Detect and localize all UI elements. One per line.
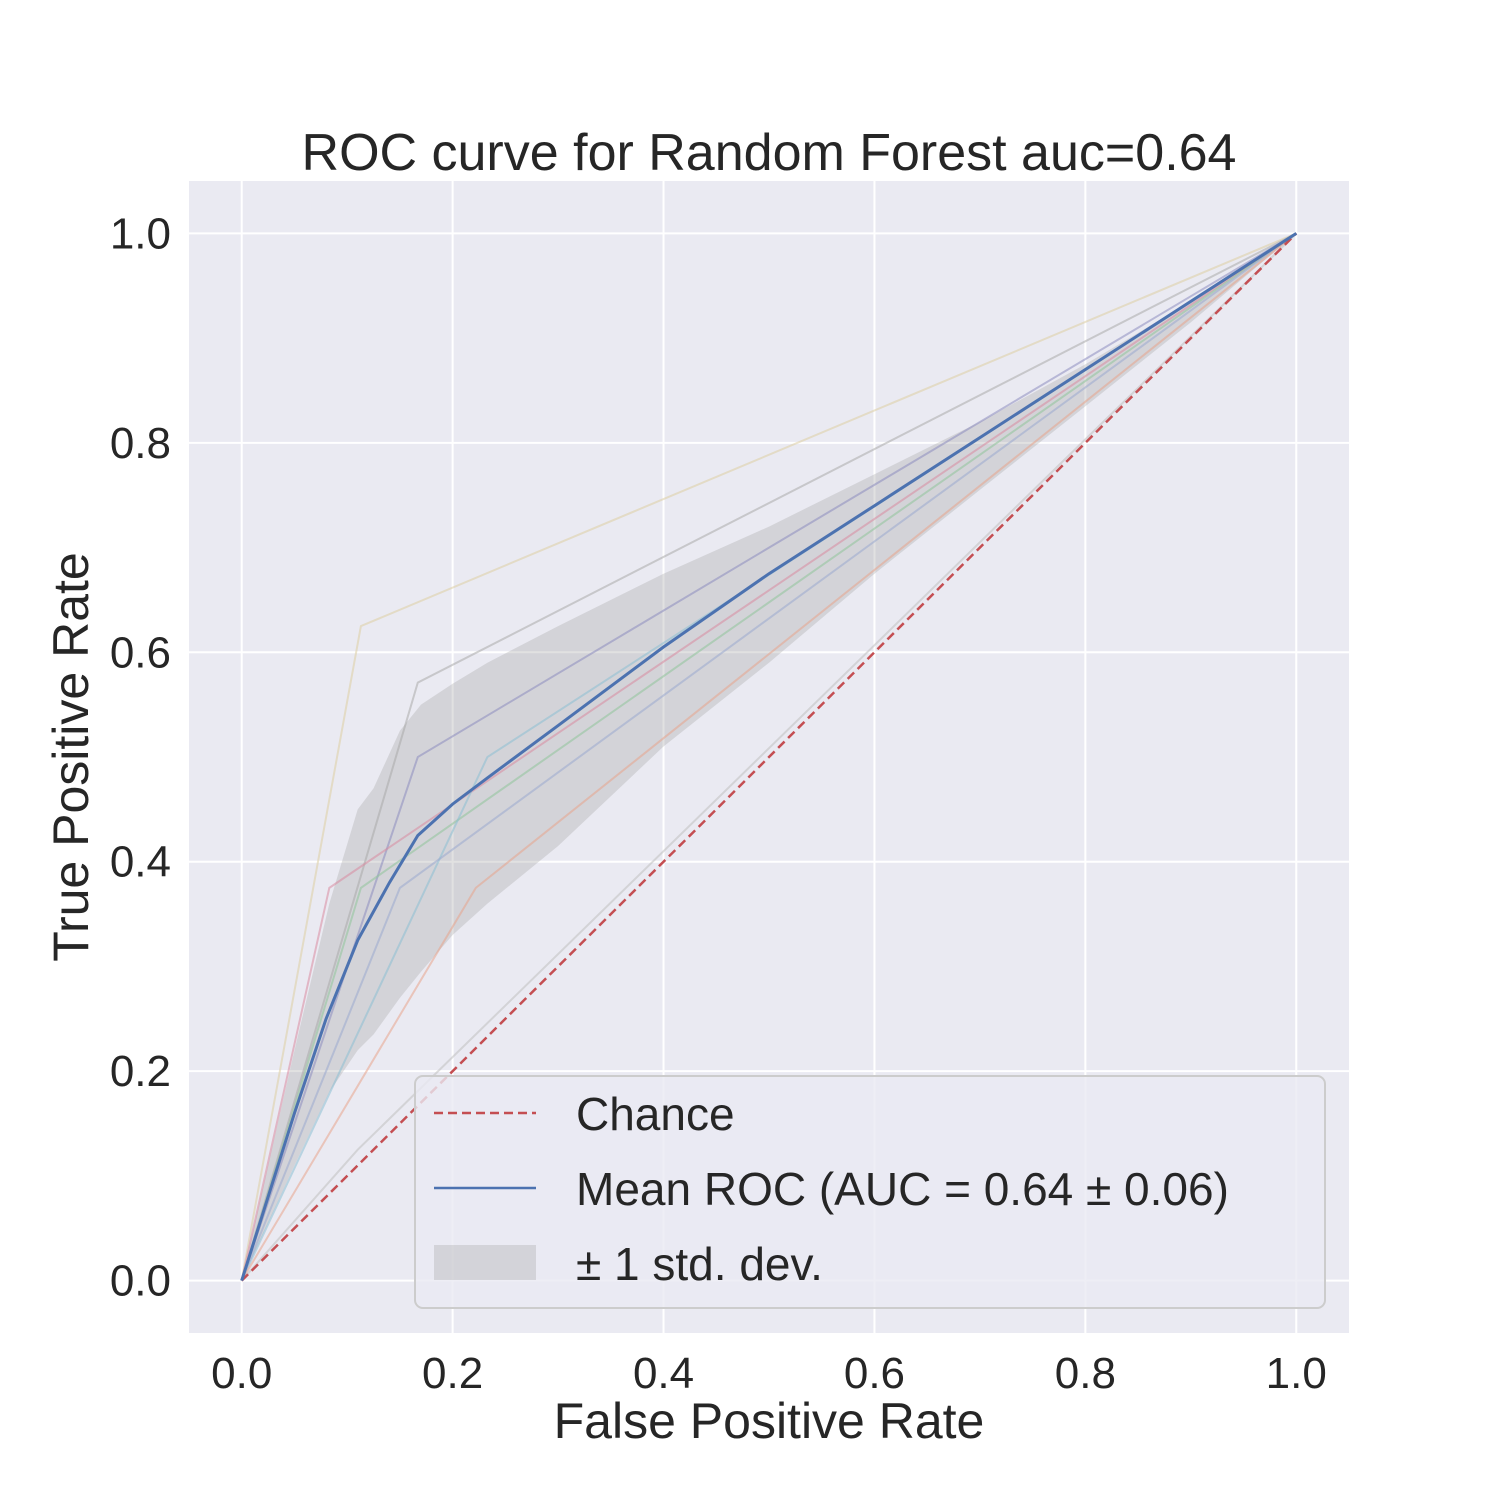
y-tick-label: 0.0 [110,1257,171,1306]
y-tick-label: 0.4 [110,838,171,887]
x-axis-label: False Positive Rate [554,1393,985,1449]
fold-roc-curve [240,232,1297,1282]
legend-mean-roc-label: Mean ROC (AUC = 0.64 ± 0.06) [576,1163,1229,1215]
legend-std-dev-label: ± 1 std. dev. [576,1238,823,1290]
fold-roc-curve [240,232,1297,1281]
x-tick-label: 1.0 [1266,1349,1327,1398]
std-dev-band [241,233,1297,1281]
legend: Chance Mean ROC (AUC = 0.64 ± 0.06) ± 1 … [414,1075,1326,1309]
tick-labels: 0.0 0.2 0.4 0.6 0.8 1.0 0.0 0.2 0.4 0.6 0.8 1.0 [110,209,1327,1398]
x-tick-label: 0.0 [211,1349,272,1398]
y-axis-label: True Positive Rate [43,552,99,961]
mean-roc-line [240,232,1298,1282]
x-tick-label: 0.8 [1055,1349,1116,1398]
fold-roc-curve [240,232,1297,1282]
fold-roc-curve [240,232,1297,1281]
std-band-layer [241,233,1297,1281]
chance-line [240,232,1298,1282]
y-tick-label: 1.0 [110,209,171,258]
x-tick-label: 0.6 [844,1349,905,1398]
mean-roc-layer [240,232,1298,1282]
legend-box [414,1075,1326,1309]
fold-roc-curve [240,232,1297,1281]
chart-title: ROC curve for Random Forest auc=0.64 [302,124,1237,182]
legend-chance-label: Chance [576,1088,735,1140]
y-tick-label: 0.2 [110,1047,171,1096]
y-tick-label: 0.6 [110,628,171,677]
chance-layer [240,232,1298,1282]
x-tick-label: 0.4 [633,1349,694,1398]
fold-roc-curve [240,232,1297,1281]
fold-curves-layer [240,232,1297,1282]
fold-roc-curve [240,232,1297,1281]
x-tick-label: 0.2 [422,1349,483,1398]
legend-std-dev-swatch [434,1245,536,1280]
y-tick-label: 0.8 [110,419,171,468]
